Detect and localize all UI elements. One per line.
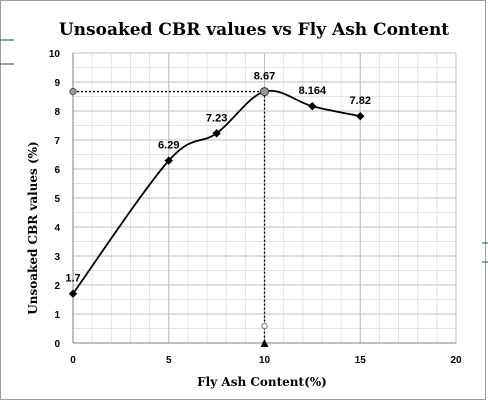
- reference-point-y-axis: [69, 87, 77, 96]
- x-tick-label: 20: [450, 355, 462, 366]
- x-tick-label: 5: [166, 355, 172, 366]
- data-label: 7.23: [206, 112, 227, 124]
- data-label: 8.164: [299, 85, 327, 97]
- data-point: [68, 289, 78, 298]
- data-point: [164, 156, 173, 165]
- data-point: [308, 102, 317, 111]
- data-label: 7.82: [350, 95, 371, 107]
- x-tick-label: 10: [259, 355, 271, 366]
- reference-lines: [69, 87, 269, 347]
- y-tick-label: 2: [54, 281, 60, 292]
- tick-labels: 0 5 10 15 20 0 1 2 3 4 5 6 7 8 9 10: [49, 49, 462, 366]
- x-tick-label: 0: [70, 355, 76, 366]
- y-tick-label: 3: [54, 252, 60, 263]
- x-axis-title: Fly Ash Content(%): [197, 375, 327, 389]
- y-tick-label: 4: [54, 223, 60, 234]
- data-point: [212, 129, 221, 138]
- data-label: 6.29: [158, 140, 179, 152]
- y-tick-label: 0: [54, 339, 60, 350]
- data-labels: 1.7 6.29 7.23 8.67 8.164 7.82: [65, 71, 371, 285]
- y-tick-label: 5: [54, 194, 60, 205]
- series-markers: [68, 87, 365, 298]
- data-label: 8.67: [254, 71, 275, 83]
- reference-point-x-axis: [260, 339, 269, 347]
- data-label: 1.7: [65, 273, 80, 285]
- data-point-optimum: [260, 87, 269, 97]
- data-point: [356, 112, 365, 121]
- y-tick-label: 10: [49, 49, 61, 60]
- y-tick-label: 8: [54, 107, 60, 118]
- y-tick-label: 9: [54, 78, 60, 89]
- y-tick-label: 1: [54, 310, 60, 321]
- x-tick-label: 15: [355, 355, 367, 366]
- reference-point-marker: [261, 322, 268, 330]
- y-tick-label: 7: [54, 136, 60, 147]
- y-axis-title: Unsoaked CBR values (%): [26, 141, 40, 314]
- chart-title: Unsoaked CBR values vs Fly Ash Content: [59, 20, 449, 40]
- y-tick-label: 6: [54, 165, 60, 176]
